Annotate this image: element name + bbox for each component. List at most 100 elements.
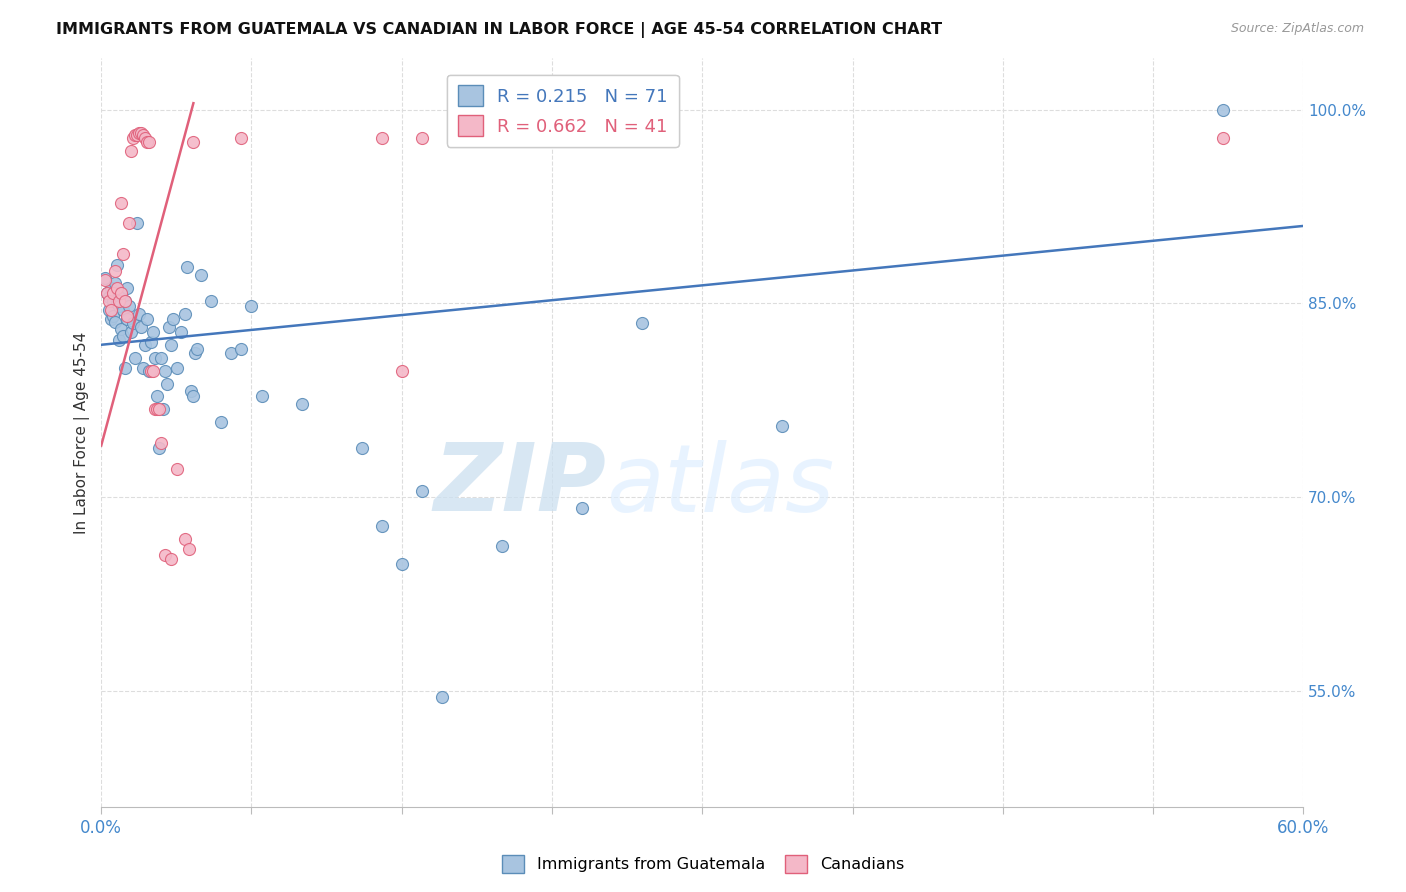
Point — [110, 286, 132, 301]
Point — [183, 135, 205, 149]
Point — [183, 389, 205, 403]
Point — [231, 131, 253, 145]
Point — [142, 325, 165, 339]
Point — [772, 419, 794, 434]
Point — [134, 131, 156, 145]
Point — [103, 310, 125, 324]
Point — [117, 281, 139, 295]
Point — [143, 402, 166, 417]
Point — [103, 293, 125, 308]
Point — [491, 539, 513, 553]
Point — [411, 131, 433, 145]
Point — [124, 351, 146, 365]
Point — [350, 441, 373, 455]
Point — [114, 293, 136, 308]
Point — [411, 483, 433, 498]
Point — [166, 462, 188, 476]
Point — [122, 316, 145, 330]
Point — [162, 312, 184, 326]
Text: Source: ZipAtlas.com: Source: ZipAtlas.com — [1230, 22, 1364, 36]
Point — [157, 319, 180, 334]
Text: IMMIGRANTS FROM GUATEMALA VS CANADIAN IN LABOR FORCE | AGE 45-54 CORRELATION CHA: IMMIGRANTS FROM GUATEMALA VS CANADIAN IN… — [56, 22, 942, 38]
Point — [176, 260, 198, 275]
Point — [98, 290, 121, 304]
Point — [291, 397, 314, 411]
Point — [1212, 131, 1234, 145]
Text: ZIP: ZIP — [433, 439, 606, 531]
Point — [148, 402, 170, 417]
Point — [150, 436, 173, 450]
Point — [179, 541, 201, 556]
Point — [117, 310, 139, 324]
Text: atlas: atlas — [606, 440, 834, 531]
Point — [184, 345, 207, 359]
Point — [170, 325, 193, 339]
Point — [96, 286, 118, 301]
Point — [128, 126, 150, 140]
Point — [186, 342, 208, 356]
Point — [108, 293, 131, 308]
Point — [166, 361, 188, 376]
Point — [104, 276, 127, 290]
Point — [112, 247, 135, 261]
Point — [148, 441, 170, 455]
Point — [105, 281, 128, 295]
Point — [190, 268, 212, 282]
Point — [105, 258, 128, 272]
Point — [103, 286, 125, 301]
Point — [124, 128, 146, 143]
Point — [571, 500, 593, 515]
Point — [94, 273, 117, 287]
Legend: Immigrants from Guatemala, Canadians: Immigrants from Guatemala, Canadians — [496, 848, 910, 880]
Point — [141, 335, 163, 350]
Point — [131, 126, 153, 140]
Y-axis label: In Labor Force | Age 45-54: In Labor Force | Age 45-54 — [75, 332, 90, 533]
Point — [94, 270, 117, 285]
Point — [371, 518, 394, 533]
Point — [114, 293, 136, 308]
Point — [122, 131, 145, 145]
Point — [131, 319, 153, 334]
Point — [117, 312, 139, 326]
Point — [128, 307, 150, 321]
Point — [120, 144, 142, 158]
Point — [100, 302, 122, 317]
Point — [174, 307, 197, 321]
Point — [200, 293, 222, 308]
Point — [141, 363, 163, 377]
Point — [174, 532, 197, 546]
Point — [430, 690, 453, 705]
Point — [138, 135, 160, 149]
Point — [143, 351, 166, 365]
Point — [98, 302, 121, 317]
Point — [134, 338, 156, 352]
Point — [160, 552, 183, 566]
Point — [211, 415, 233, 429]
Point — [391, 363, 413, 377]
Point — [100, 281, 122, 295]
Point — [118, 299, 141, 313]
Point — [98, 293, 121, 308]
Point — [152, 402, 174, 417]
Point — [231, 342, 253, 356]
Point — [142, 363, 165, 377]
Point — [114, 361, 136, 376]
Point — [127, 216, 149, 230]
Point — [160, 338, 183, 352]
Point — [132, 128, 155, 143]
Point — [118, 216, 141, 230]
Point — [391, 558, 413, 572]
Point — [110, 322, 132, 336]
Point — [100, 312, 122, 326]
Point — [127, 128, 149, 143]
Point — [105, 296, 128, 310]
Point — [120, 325, 142, 339]
Point — [180, 384, 202, 399]
Point — [112, 328, 135, 343]
Point — [146, 402, 169, 417]
Point — [1212, 103, 1234, 117]
Point — [240, 299, 263, 313]
Point — [108, 333, 131, 347]
Point — [136, 312, 159, 326]
Point — [96, 286, 118, 301]
